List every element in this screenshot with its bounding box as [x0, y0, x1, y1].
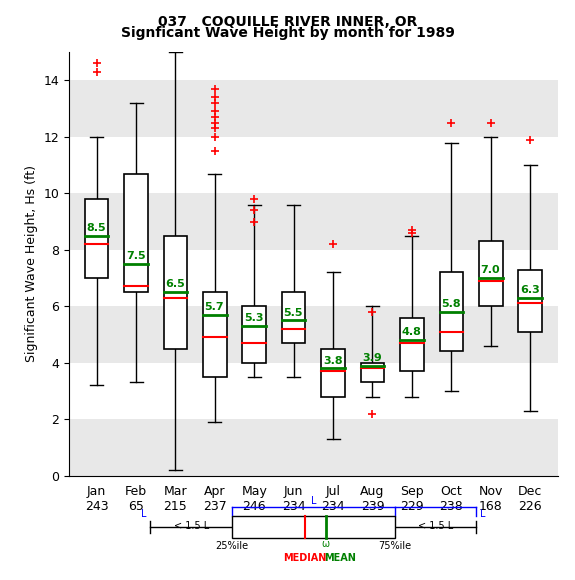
Text: 037   COQUILLE RIVER INNER, OR: 037 COQUILLE RIVER INNER, OR — [158, 14, 417, 28]
Bar — [203, 292, 227, 377]
Text: 5.7: 5.7 — [205, 302, 224, 312]
Text: L: L — [141, 509, 147, 519]
Text: 5.3: 5.3 — [244, 313, 263, 323]
Text: MEDIAN: MEDIAN — [283, 553, 327, 563]
Bar — [69, 193, 558, 250]
Text: < 1.5 L: < 1.5 L — [174, 521, 209, 531]
Bar — [439, 273, 463, 351]
Bar — [69, 306, 558, 362]
Bar — [400, 317, 424, 371]
Bar — [282, 292, 305, 343]
Bar — [69, 419, 558, 476]
Text: 6.5: 6.5 — [165, 280, 185, 289]
Text: 5.8: 5.8 — [441, 299, 461, 309]
Text: 3.9: 3.9 — [362, 353, 382, 362]
Bar — [69, 137, 558, 193]
Text: MEAN: MEAN — [324, 553, 356, 563]
Text: 75%ile: 75%ile — [378, 541, 411, 551]
Text: L: L — [480, 509, 486, 519]
Text: 7.5: 7.5 — [126, 251, 145, 261]
Y-axis label: Significant Wave Height, Hs (ft): Significant Wave Height, Hs (ft) — [25, 165, 38, 362]
Bar — [243, 306, 266, 362]
Text: L: L — [310, 496, 316, 506]
Bar — [85, 199, 109, 278]
Bar — [479, 241, 503, 306]
Text: 4.8: 4.8 — [402, 327, 421, 338]
Bar — [124, 173, 148, 292]
Bar — [164, 235, 187, 349]
Bar — [361, 362, 384, 382]
Bar — [232, 516, 395, 538]
Text: 5.5: 5.5 — [283, 307, 303, 317]
Text: 8.5: 8.5 — [86, 223, 106, 233]
Bar — [69, 81, 558, 137]
Text: 3.8: 3.8 — [323, 356, 343, 365]
Bar — [69, 362, 558, 419]
Bar — [518, 270, 542, 332]
Text: < 1.5 L: < 1.5 L — [418, 521, 453, 531]
Bar — [321, 349, 345, 397]
Text: Signficant Wave Height by month for 1989: Signficant Wave Height by month for 1989 — [121, 26, 454, 40]
Text: 25%ile: 25%ile — [216, 541, 248, 551]
Text: 7.0: 7.0 — [481, 265, 500, 275]
Bar — [69, 38, 558, 81]
Text: 6.3: 6.3 — [520, 285, 540, 295]
Text: ω: ω — [321, 539, 329, 549]
Bar — [69, 250, 558, 306]
